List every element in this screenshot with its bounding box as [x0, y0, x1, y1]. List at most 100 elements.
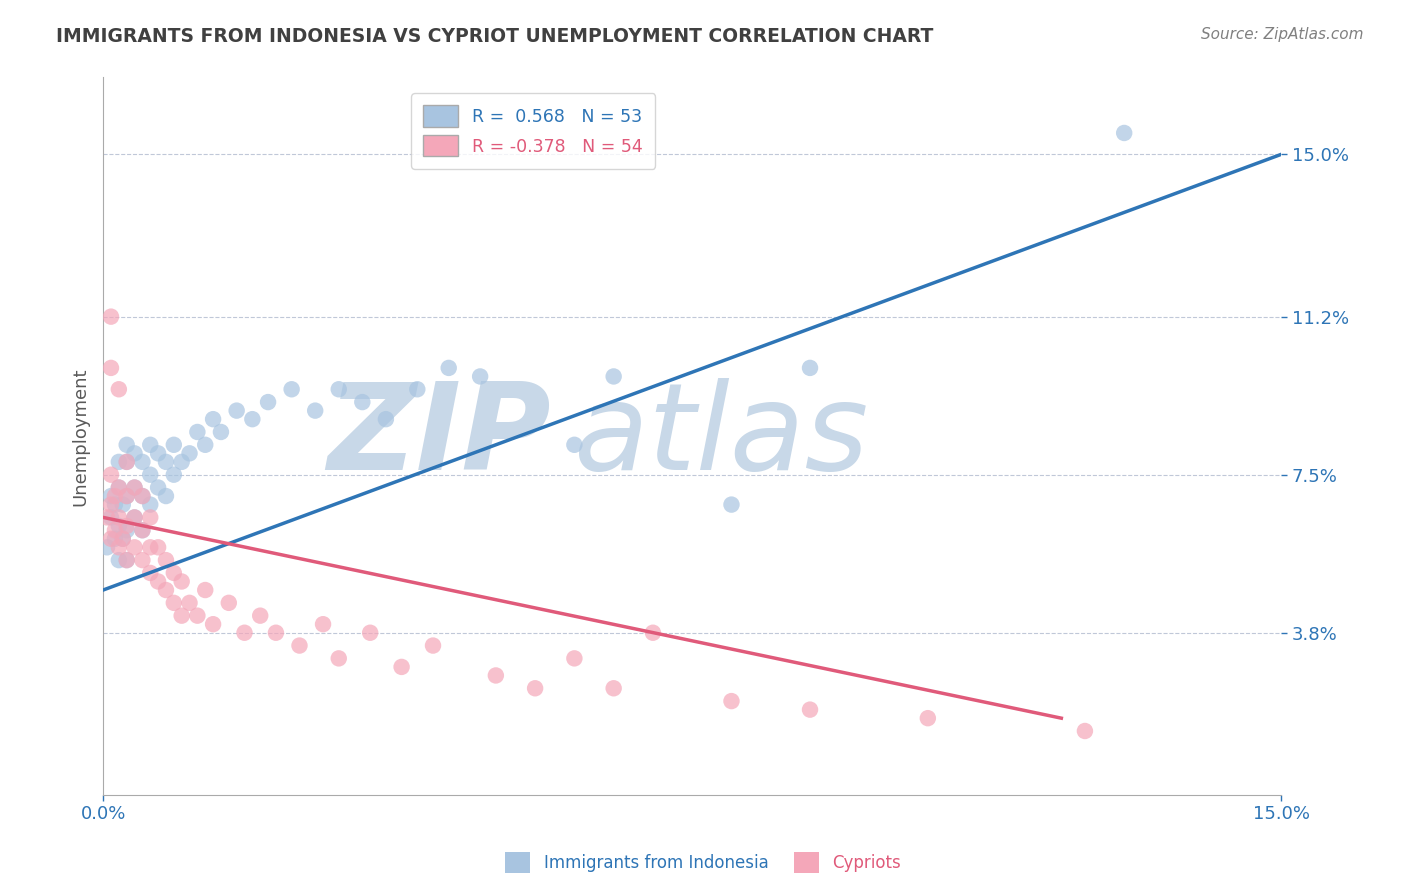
Point — [100, 498, 122, 512]
Point — [720, 498, 742, 512]
Point — [194, 438, 217, 452]
Point — [124, 481, 146, 495]
Point — [100, 532, 122, 546]
Point — [170, 455, 193, 469]
Point — [100, 510, 122, 524]
Point — [602, 681, 624, 696]
Point — [146, 446, 169, 460]
Point — [139, 541, 162, 555]
Point — [115, 489, 138, 503]
Point — [917, 711, 939, 725]
Point — [139, 498, 162, 512]
Point — [328, 382, 350, 396]
Point — [374, 412, 396, 426]
Point — [111, 532, 134, 546]
Point — [359, 625, 381, 640]
Point — [179, 596, 201, 610]
Point — [391, 660, 413, 674]
Point — [115, 553, 138, 567]
Point — [1074, 723, 1097, 738]
Point — [146, 481, 169, 495]
Point — [799, 703, 821, 717]
Point — [124, 541, 146, 555]
Point — [163, 566, 186, 580]
Point — [108, 553, 131, 567]
Point — [104, 498, 127, 512]
Point — [155, 582, 177, 597]
Point — [249, 608, 271, 623]
Point — [352, 395, 374, 409]
Point — [485, 668, 508, 682]
Point — [100, 467, 122, 482]
Point — [155, 553, 177, 567]
Point — [108, 481, 131, 495]
Point — [163, 596, 186, 610]
Point — [170, 608, 193, 623]
Point — [108, 481, 131, 495]
Point — [131, 489, 153, 503]
Point — [96, 541, 118, 555]
Point — [422, 639, 444, 653]
Point — [108, 510, 131, 524]
Point — [111, 532, 134, 546]
Point — [146, 574, 169, 589]
Point — [524, 681, 547, 696]
Point — [218, 596, 240, 610]
Point — [312, 617, 335, 632]
Point — [108, 382, 131, 396]
Point — [146, 541, 169, 555]
Point — [163, 467, 186, 482]
Text: Source: ZipAtlas.com: Source: ZipAtlas.com — [1201, 27, 1364, 42]
Point — [437, 360, 460, 375]
Point — [264, 625, 287, 640]
Point — [124, 481, 146, 495]
Point — [280, 382, 302, 396]
Point — [170, 574, 193, 589]
Point — [104, 532, 127, 546]
Text: atlas: atlas — [575, 377, 870, 495]
Point — [468, 369, 491, 384]
Point — [115, 489, 138, 503]
Point — [194, 582, 217, 597]
Point — [131, 553, 153, 567]
Point — [202, 412, 225, 426]
Point — [100, 360, 122, 375]
Point — [139, 467, 162, 482]
Point — [115, 519, 138, 533]
Text: IMMIGRANTS FROM INDONESIA VS CYPRIOT UNEMPLOYMENT CORRELATION CHART: IMMIGRANTS FROM INDONESIA VS CYPRIOT UNE… — [56, 27, 934, 45]
Point — [179, 446, 201, 460]
Point — [115, 438, 138, 452]
Point — [1114, 126, 1136, 140]
Point — [100, 310, 122, 324]
Point — [186, 425, 208, 439]
Point — [131, 489, 153, 503]
Point — [225, 403, 247, 417]
Point — [186, 608, 208, 623]
Point — [100, 489, 122, 503]
Point — [131, 523, 153, 537]
Point — [115, 455, 138, 469]
Text: ZIP: ZIP — [328, 377, 551, 495]
Point — [564, 438, 586, 452]
Point — [139, 510, 162, 524]
Point — [139, 438, 162, 452]
Point — [131, 455, 153, 469]
Point — [115, 455, 138, 469]
Point — [602, 369, 624, 384]
Point — [304, 403, 326, 417]
Point — [155, 455, 177, 469]
Point — [720, 694, 742, 708]
Legend: R =  0.568   N = 53, R = -0.378   N = 54: R = 0.568 N = 53, R = -0.378 N = 54 — [412, 94, 655, 169]
Point — [111, 498, 134, 512]
Point — [202, 617, 225, 632]
Point — [115, 523, 138, 537]
Point — [108, 519, 131, 533]
Point — [641, 625, 664, 640]
Point — [124, 510, 146, 524]
Point — [288, 639, 311, 653]
Point — [257, 395, 280, 409]
Point — [104, 489, 127, 503]
Point — [799, 360, 821, 375]
Point — [96, 510, 118, 524]
Legend: Immigrants from Indonesia, Cypriots: Immigrants from Indonesia, Cypriots — [499, 846, 907, 880]
